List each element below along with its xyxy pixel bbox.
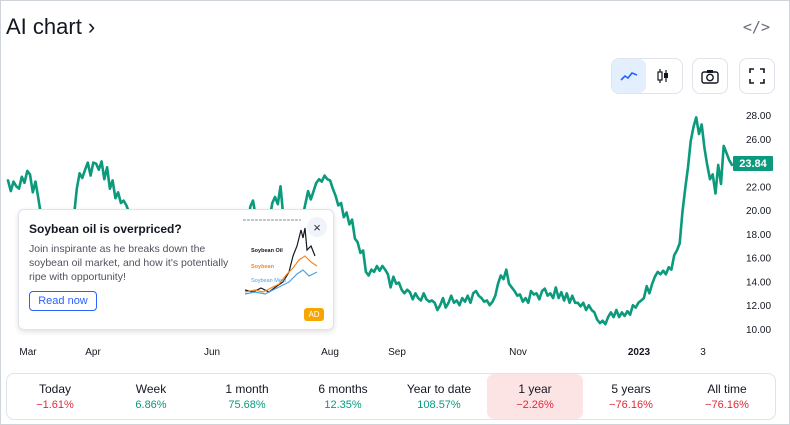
ad-badge: AD	[304, 308, 324, 321]
y-tick-label: 10.00	[746, 325, 771, 336]
x-tick-label: Sep	[388, 347, 406, 358]
ad-card[interactable]: Soybean oil is overpriced? Join inspiran…	[18, 209, 334, 330]
ad-description: Join inspirante as he breaks down the so…	[29, 243, 229, 283]
x-tick-label: Nov	[509, 347, 527, 358]
period-change: −76.16%	[705, 399, 749, 411]
read-now-button[interactable]: Read now	[29, 291, 97, 311]
x-tick-label: Jun	[204, 347, 220, 358]
period-year-to-date[interactable]: Year to date 108.57%	[391, 374, 487, 419]
period-change: 108.57%	[417, 399, 461, 411]
page-title[interactable]: AI chart ›	[6, 14, 96, 39]
period-label: Today	[38, 382, 72, 396]
x-tick-label: Apr	[85, 347, 101, 358]
period-change: −1.61%	[36, 399, 74, 411]
period-1-year[interactable]: 1 year −2.26%	[487, 374, 583, 419]
period-label: Year to date	[406, 382, 472, 396]
period-label: 1 year	[518, 382, 552, 396]
thumb-label-oil: Soybean Oil	[251, 248, 283, 254]
fullscreen-group	[739, 58, 775, 94]
y-tick-label: 28.00	[746, 111, 771, 122]
embed-code-icon[interactable]: </>	[742, 18, 770, 36]
x-tick-label: 3	[700, 347, 706, 358]
camera-icon[interactable]	[693, 59, 727, 93]
period-today[interactable]: Today −1.61%	[7, 374, 103, 419]
y-tick-label: 20.00	[746, 206, 771, 217]
period-week[interactable]: Week 6.86%	[103, 374, 199, 419]
y-tick-label: 16.00	[746, 254, 771, 265]
close-icon[interactable]: ×	[307, 217, 327, 237]
period-label: 6 months	[318, 382, 368, 396]
period-change: 6.86%	[135, 399, 167, 411]
period-performance-bar: Today −1.61% Week 6.86% 1 month 75.68% 6 month…	[6, 373, 776, 420]
current-price-tag: 23.84	[733, 156, 773, 171]
period-change: 75.68%	[228, 399, 266, 411]
period-label: All time	[707, 382, 747, 396]
period-label: 1 month	[225, 382, 269, 396]
y-tick-label: 18.00	[746, 230, 771, 241]
period-6-months[interactable]: 6 months 12.35%	[295, 374, 391, 419]
y-tick-label: 22.00	[746, 182, 771, 193]
thumb-label-beans: Soybean	[251, 264, 275, 270]
period-all-time[interactable]: All time −76.16%	[679, 374, 775, 419]
ad-title: Soybean oil is overpriced?	[29, 222, 182, 236]
period-1-month[interactable]: 1 month 75.68%	[199, 374, 295, 419]
y-tick-label: 12.00	[746, 301, 771, 312]
period-5-years[interactable]: 5 years −76.16%	[583, 374, 679, 419]
snapshot-group	[692, 58, 728, 94]
period-label: 5 years	[611, 382, 651, 396]
x-tick-label: Mar	[19, 347, 37, 358]
period-label: Week	[135, 382, 167, 396]
x-tick-label: 2023	[628, 347, 651, 358]
period-change: 12.35%	[324, 399, 362, 411]
y-tick-label: 14.00	[746, 277, 771, 288]
y-tick-label: 26.00	[746, 135, 771, 146]
current-price-label: 23.84	[739, 158, 767, 170]
period-change: −2.26%	[516, 399, 554, 411]
thumb-label-meal: Soybean Meal	[251, 278, 286, 284]
candlestick-icon[interactable]	[646, 59, 680, 93]
period-change: −76.16%	[609, 399, 653, 411]
line-chart-icon[interactable]	[612, 59, 646, 93]
chart-style-toggle	[611, 58, 683, 94]
x-tick-label: Aug	[321, 347, 339, 358]
fullscreen-icon[interactable]	[740, 59, 774, 93]
